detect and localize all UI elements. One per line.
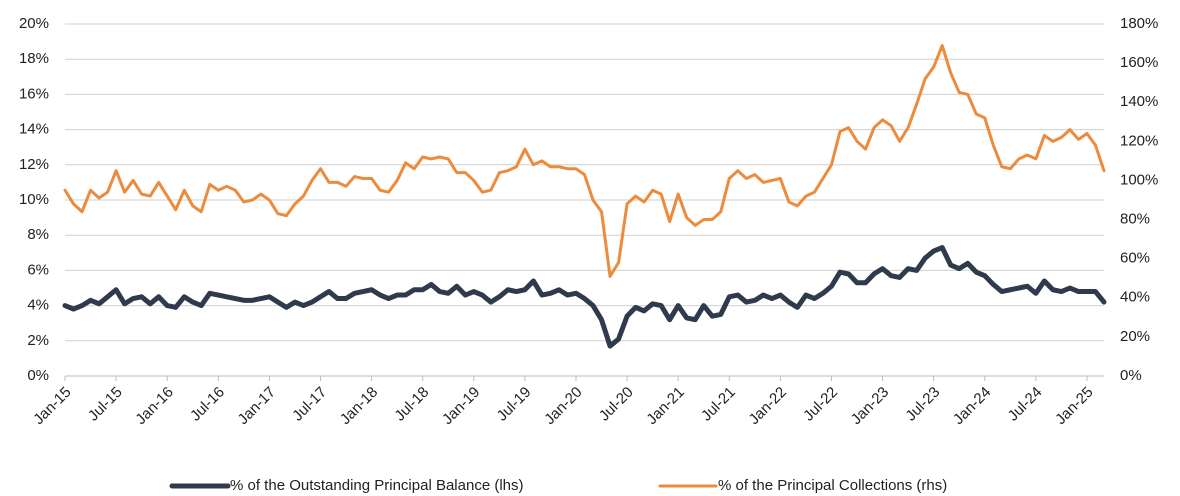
y-tick-label: 20%: [19, 15, 49, 32]
y-tick-label: 2%: [27, 332, 49, 349]
y-tick-label: 16%: [19, 85, 49, 102]
x-tick-label: Jan-21: [643, 384, 687, 428]
y2-tick-label: 40%: [1120, 289, 1150, 306]
y2-tick-label: 120%: [1120, 132, 1158, 149]
x-tick-label: Jul-24: [1005, 384, 1046, 425]
y-tick-label: 8%: [27, 226, 49, 243]
x-tick-label: Jul-16: [187, 384, 228, 425]
y2-tick-label: 80%: [1120, 211, 1150, 228]
x-tick-label: Jul-20: [596, 384, 637, 425]
x-tick-label: Jan-24: [950, 384, 994, 428]
legend-label: % of the Principal Collections (rhs): [718, 477, 947, 494]
legend-label: % of the Outstanding Principal Balance (…: [230, 477, 524, 494]
y2-tick-label: 60%: [1120, 250, 1150, 267]
x-tick-label: Jan-20: [541, 384, 585, 428]
y-tick-label: 14%: [19, 121, 49, 138]
y2-tick-label: 180%: [1120, 15, 1158, 32]
x-tick-label: Jan-16: [132, 384, 176, 428]
y2-tick-label: 140%: [1120, 93, 1158, 110]
y2-tick-label: 20%: [1120, 328, 1150, 345]
x-tick-label: Jan-23: [848, 384, 892, 428]
x-tick-label: Jan-15: [30, 384, 74, 428]
x-tick-label: Jan-18: [337, 384, 381, 428]
y-tick-label: 4%: [27, 297, 49, 314]
y-tick-label: 12%: [19, 156, 49, 173]
x-tick-label: Jul-22: [800, 384, 841, 425]
y-tick-label: 18%: [19, 50, 49, 67]
series-line: [62, 245, 1107, 349]
y2-tick-label: 100%: [1120, 171, 1158, 188]
y-tick-label: 6%: [27, 261, 49, 278]
y-tick-label: 10%: [19, 191, 49, 208]
x-tick-label: Jul-18: [391, 384, 432, 425]
x-tick-label: Jul-21: [698, 384, 739, 425]
y-tick-label: 0%: [27, 367, 49, 384]
x-tick-label: Jul-23: [902, 384, 943, 425]
x-tick-label: Jul-17: [289, 384, 330, 425]
x-tick-label: Jul-19: [494, 384, 535, 425]
x-tick-label: Jan-19: [439, 384, 483, 428]
x-tick-label: Jul-15: [85, 384, 126, 425]
y2-tick-label: 160%: [1120, 54, 1158, 71]
x-tick-label: Jan-22: [746, 384, 790, 428]
x-tick-label: Jan-17: [235, 384, 279, 428]
x-tick-label: Jan-25: [1052, 384, 1096, 428]
series-line: [63, 44, 1106, 278]
y2-tick-label: 0%: [1120, 367, 1142, 384]
